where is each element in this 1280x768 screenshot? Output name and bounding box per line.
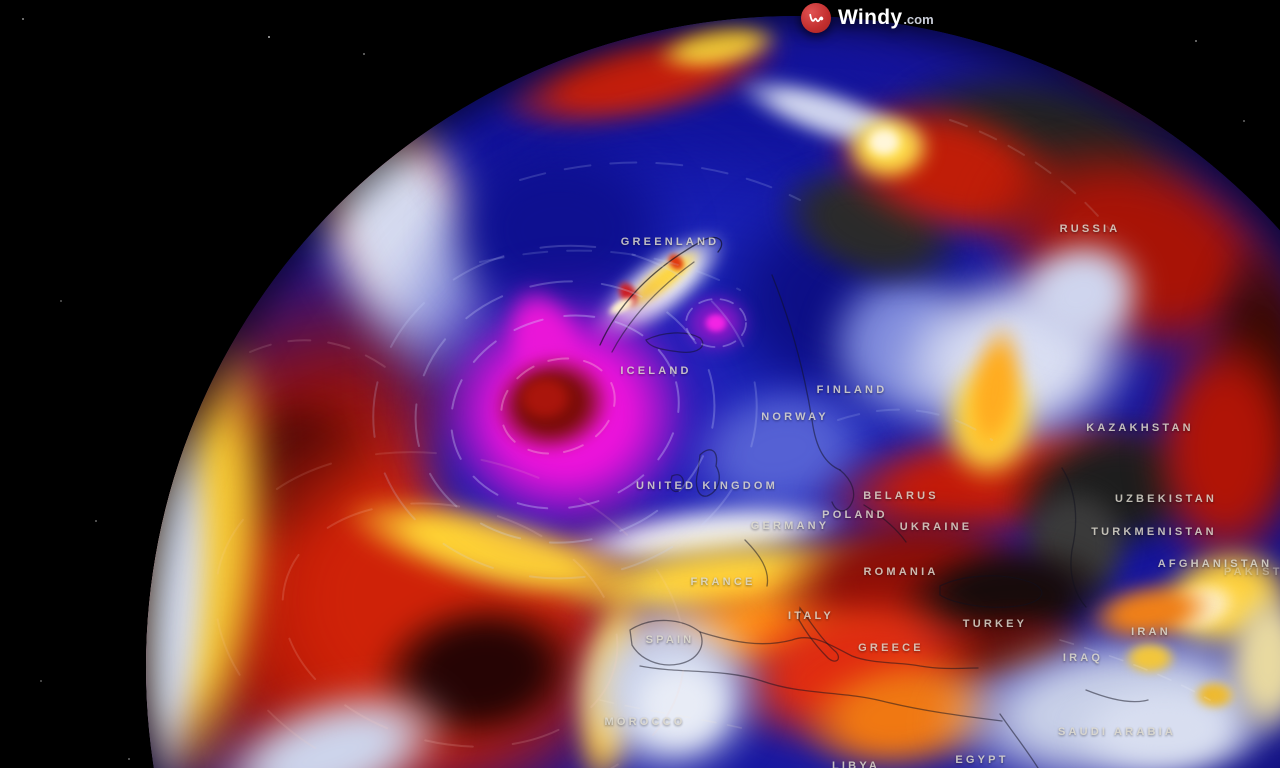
brand-name: Windy [838,6,903,29]
country-label: FINLAND [816,384,888,396]
country-label: PAKISTAN [1223,566,1280,578]
country-label: EGYPT [955,754,1009,766]
country-label: GREENLAND [620,236,720,248]
star [60,300,62,302]
windy-logo-text: Windy .com [838,6,934,30]
country-label: POLAND [822,509,888,521]
country-label: LIBYA [832,760,880,768]
country-label: MOROCCO [604,716,686,728]
country-label: GERMANY [750,520,830,532]
country-label: NORWAY [761,411,829,423]
country-label: SAUDI ARABIA [1057,726,1177,738]
star [95,520,97,522]
country-label: UNITED KINGDOM [636,480,778,492]
star [128,758,130,760]
windy-swirl-icon [801,3,831,33]
country-label: ROMANIA [863,566,939,578]
country-label: UKRAINE [899,521,973,533]
brand-suffix: .com [903,12,934,27]
country-label: RUSSIA [1059,223,1121,235]
country-label: BELARUS [863,490,939,502]
country-label: UZBEKISTAN [1114,493,1218,505]
country-label: AFGHANISTAN [1157,558,1273,570]
country-label: IRAQ [1062,652,1104,664]
star [22,18,24,20]
star [40,680,42,682]
country-label: ICELAND [620,365,692,377]
country-label: SPAIN [645,634,695,646]
country-label: IRAN [1131,626,1171,638]
country-label: GREECE [858,642,924,654]
country-label: ITALY [788,610,834,622]
country-label: TURKMENISTAN [1091,526,1217,538]
country-labels: GREENLAND RUSSIA ICELAND FINLAND NORWAY KAZAK… [146,16,1280,768]
country-label: FRANCE [690,576,756,588]
country-label: TURKEY [962,618,1028,630]
windy-logo[interactable]: Windy .com [801,3,934,33]
country-label: KAZAKHSTAN [1086,422,1194,434]
temperature-anomaly-globe[interactable]: GREENLAND RUSSIA ICELAND FINLAND NORWAY KAZAK… [146,16,1280,768]
